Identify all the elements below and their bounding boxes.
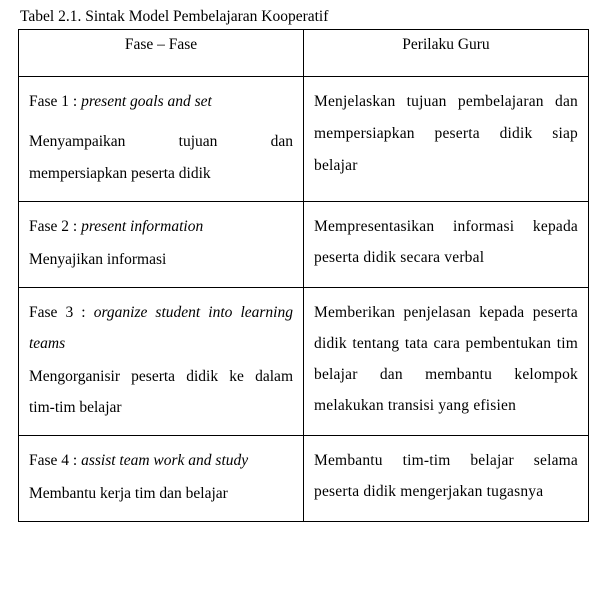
- fase2-label: Fase 2 :: [29, 218, 81, 235]
- cell-fase3-left: Fase 3 : organize student into learning …: [19, 288, 304, 436]
- table-header-row: Fase – Fase Perilaku Guru: [19, 30, 589, 77]
- table-caption: Tabel 2.1. Sintak Model Pembelajaran Koo…: [20, 8, 589, 26]
- fase1-right-text: Menjelaskan tujuan pembelajaran dan memp…: [314, 93, 578, 174]
- table-row: Fase 4 : assist team work and study Memb…: [19, 436, 589, 522]
- fase2-right-text: Mempresentasikan informasi kepada pesert…: [314, 218, 578, 266]
- fase3-right-text: Memberikan penjelasan kepada peserta did…: [314, 304, 578, 414]
- fase4-label: Fase 4 :: [29, 452, 81, 469]
- header-col2: Perilaku Guru: [304, 30, 589, 77]
- fase4-right-text: Membantu tim-tim belajar selama peserta …: [314, 452, 578, 500]
- fase2-title-italic: present information: [81, 218, 203, 235]
- fase3-label: Fase 3 :: [29, 304, 94, 321]
- fase1-title-italic: present goals and set: [81, 93, 212, 110]
- table-row: Fase 2 : present information Menyajikan …: [19, 202, 589, 288]
- cell-fase1-left: Fase 1 : present goals and set Menyampai…: [19, 77, 304, 202]
- syntax-table: Fase – Fase Perilaku Guru Fase 1 : prese…: [18, 29, 589, 522]
- fase4-desc: Membantu kerja tim dan belajar: [29, 478, 293, 509]
- cell-fase3-right: Memberikan penjelasan kepada peserta did…: [304, 288, 589, 436]
- table-row: Fase 1 : present goals and set Menyampai…: [19, 77, 589, 202]
- cell-fase2-left: Fase 2 : present information Menyajikan …: [19, 202, 304, 288]
- fase3-desc: Mengorganisir peserta didik ke dalam tim…: [29, 361, 293, 423]
- header-col1: Fase – Fase: [19, 30, 304, 77]
- cell-fase1-right: Menjelaskan tujuan pembelajaran dan memp…: [304, 77, 589, 202]
- fase4-title-italic: assist team work and study: [81, 452, 248, 469]
- fase1-desc: Menyampaikan tujuan dan mempersiapkan pe…: [29, 126, 293, 190]
- fase2-desc: Menyajikan informasi: [29, 244, 293, 275]
- cell-fase4-right: Membantu tim-tim belajar selama peserta …: [304, 436, 589, 522]
- cell-fase2-right: Mempresentasikan informasi kepada pesert…: [304, 202, 589, 288]
- table-row: Fase 3 : organize student into learning …: [19, 288, 589, 436]
- cell-fase4-left: Fase 4 : assist team work and study Memb…: [19, 436, 304, 522]
- fase1-label: Fase 1 :: [29, 93, 81, 110]
